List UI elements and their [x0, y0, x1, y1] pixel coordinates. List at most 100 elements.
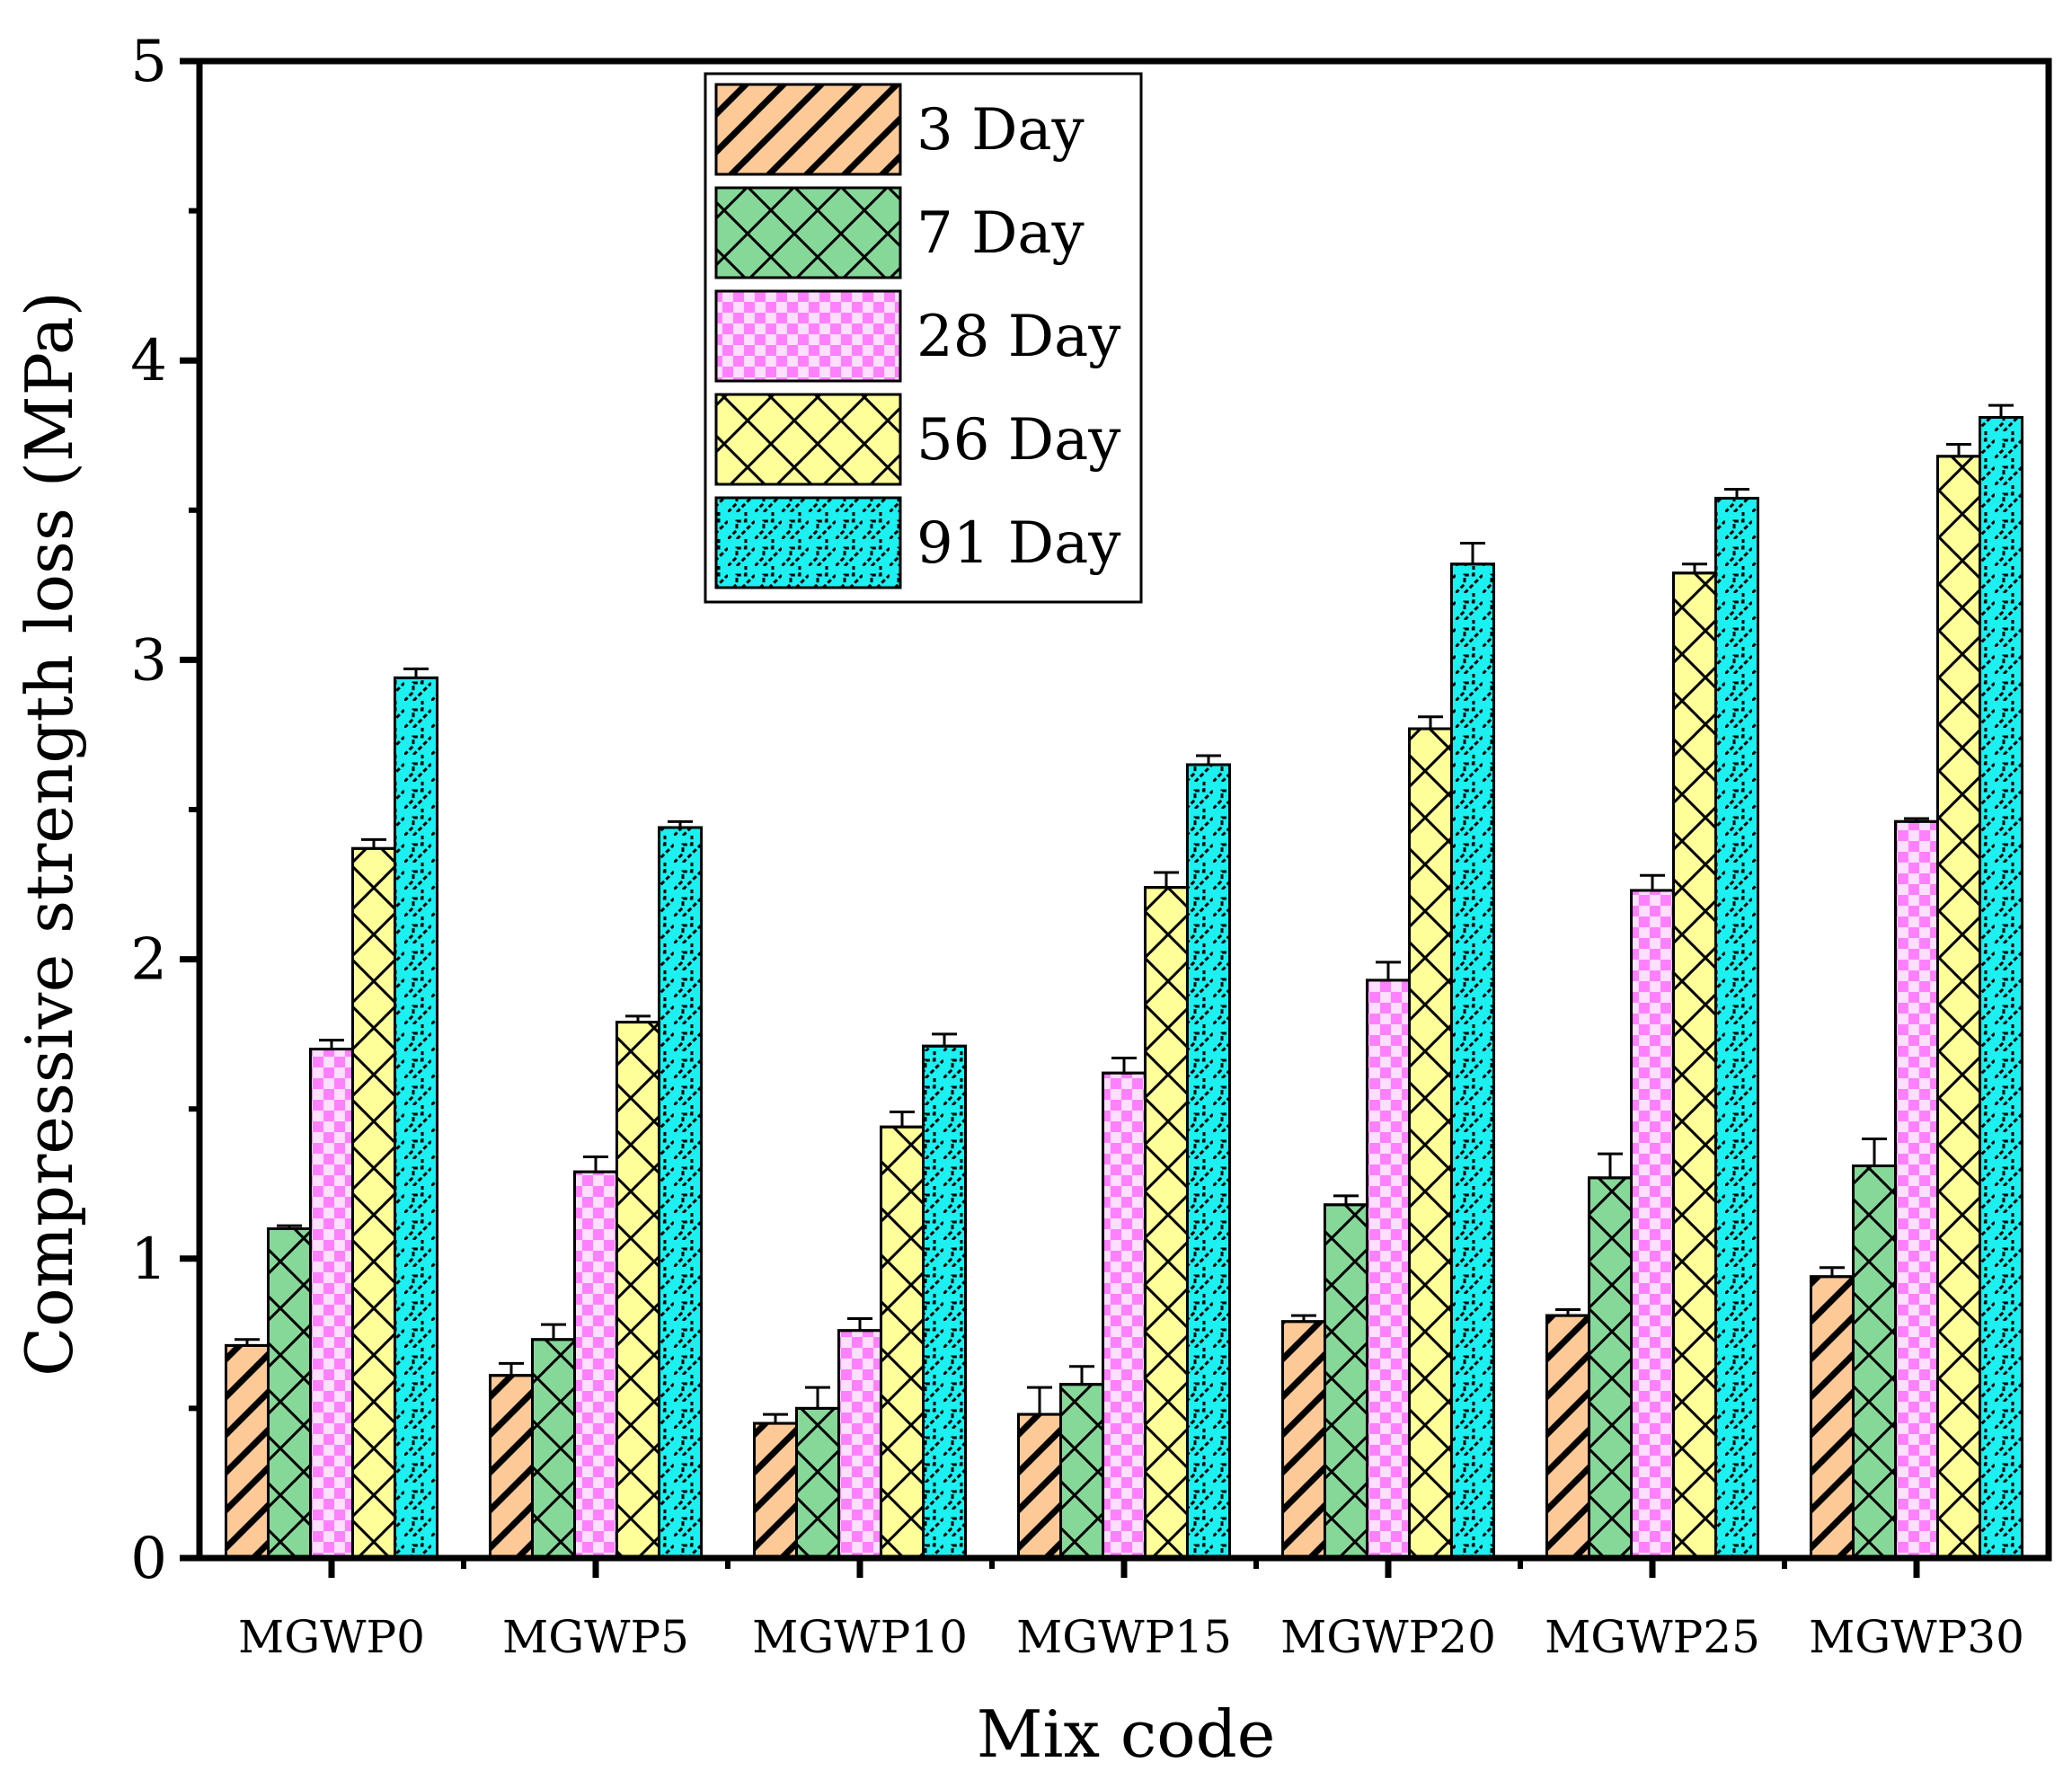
bar-pattern [1937, 456, 1980, 1559]
x-axis-title: Mix code [977, 1696, 1276, 1771]
bar-group [658, 819, 703, 1560]
bar-group [1366, 961, 1411, 1560]
bar-group [1810, 1266, 1855, 1560]
legend-item: 56 Day [714, 393, 1120, 486]
y-tick-label: 3 [130, 627, 167, 694]
bar-pattern [490, 1375, 533, 1558]
bar-pattern [1018, 1414, 1061, 1558]
bar-pattern [1060, 1384, 1103, 1558]
bar-pattern [1324, 1204, 1368, 1558]
legend-label: 91 Day [916, 510, 1120, 577]
legend-item: 3 Day [714, 83, 1085, 176]
bar-pattern [1589, 1177, 1632, 1558]
legend-label: 7 Day [916, 200, 1085, 267]
bar-pattern [923, 1046, 966, 1558]
bar-group [1672, 562, 1717, 1560]
bar-group [1324, 1194, 1368, 1560]
bar-pattern [754, 1423, 797, 1558]
legend-swatch-pattern [716, 84, 900, 174]
bar-pattern [1451, 563, 1494, 1558]
bar-group [1545, 1307, 1590, 1560]
bar-group [351, 837, 396, 1560]
bar-pattern [1811, 1276, 1854, 1558]
legend-swatch-pattern [716, 498, 900, 588]
bar-pattern [1631, 890, 1674, 1558]
bar-group [1979, 403, 2023, 1560]
legend-swatch-outline [714, 289, 902, 383]
legend-item: 28 Day [714, 289, 1120, 383]
y-tick-label: 4 [130, 328, 167, 394]
x-tick-label: MGWP10 [752, 1611, 968, 1663]
bar-group [1281, 1314, 1326, 1560]
bar-pattern [1546, 1315, 1589, 1558]
y-tick-label: 2 [130, 927, 167, 994]
bar-group [394, 667, 438, 1560]
bar-pattern [1102, 1073, 1146, 1558]
legend-swatch-outline [714, 83, 902, 176]
bar-pattern [1187, 765, 1230, 1558]
bar-group [573, 1156, 618, 1560]
legend-swatch-outline [714, 186, 902, 279]
legend-label: 28 Day [916, 304, 1120, 370]
legend-item: 91 Day [714, 496, 1120, 589]
legend: 3 Day 7 Day 28 Day 56 Day 91 Day [704, 72, 1143, 604]
x-tick-label: MGWP0 [238, 1611, 425, 1663]
bar-pattern [1673, 572, 1716, 1558]
bar-group [225, 1338, 270, 1560]
legend-swatch-pattern [716, 291, 900, 381]
bar-group [531, 1323, 576, 1560]
x-tick-label: MGWP25 [1545, 1611, 1760, 1663]
bar-pattern [226, 1345, 269, 1558]
bar-group [1408, 715, 1453, 1560]
legend-swatch-pattern [716, 188, 900, 278]
bar-pattern [838, 1330, 881, 1558]
legend-label: 56 Day [916, 407, 1120, 474]
bar-pattern [1895, 821, 1938, 1558]
bar-group [1894, 817, 1939, 1560]
bar-pattern [1853, 1165, 1896, 1558]
legend-item: 7 Day [714, 186, 1085, 279]
bar-pattern [1367, 979, 1410, 1558]
bar-group [795, 1386, 840, 1560]
bar-group [837, 1316, 882, 1560]
bar-pattern [659, 827, 702, 1558]
bar-pattern [1282, 1321, 1325, 1558]
legend-swatch-outline [714, 496, 902, 589]
y-tick-label: 1 [130, 1226, 167, 1293]
bar-pattern [1715, 498, 1758, 1559]
bar-pattern [310, 1049, 353, 1558]
bar-pattern [574, 1172, 617, 1558]
legend-swatch-outline [714, 393, 902, 486]
x-tick-label: MGWP20 [1280, 1611, 1496, 1663]
x-tick-label: MGWP30 [1809, 1611, 2024, 1663]
bar-group [1144, 871, 1189, 1560]
bar-group [1852, 1138, 1897, 1560]
bar-pattern [1979, 417, 2023, 1558]
x-tick-label: MGWP15 [1016, 1611, 1232, 1663]
bar-group [922, 1032, 967, 1560]
bar-group [1588, 1152, 1633, 1560]
bar-pattern [796, 1408, 839, 1558]
bar-group [1450, 541, 1495, 1560]
legend-label: 3 Day [916, 97, 1085, 164]
bar-group [1186, 754, 1231, 1560]
bar-group [1714, 487, 1759, 1560]
legend-swatch-pattern [716, 394, 900, 484]
bar-group [1630, 873, 1675, 1560]
bar-group [1936, 442, 1981, 1560]
bar-pattern [881, 1127, 924, 1558]
bar-group [489, 1361, 534, 1560]
bar-group [309, 1039, 354, 1560]
bar-pattern [394, 677, 438, 1558]
bar-pattern [1409, 729, 1452, 1558]
bar-pattern [1145, 887, 1188, 1558]
y-tick-label: 0 [130, 1526, 167, 1592]
bar-group [1059, 1365, 1104, 1560]
bar-pattern [352, 848, 395, 1558]
bar-group [880, 1111, 925, 1560]
bar-pattern [532, 1339, 575, 1558]
bar-group [753, 1412, 798, 1560]
x-tick-label: MGWP5 [502, 1611, 689, 1663]
bar-group [1102, 1057, 1147, 1560]
